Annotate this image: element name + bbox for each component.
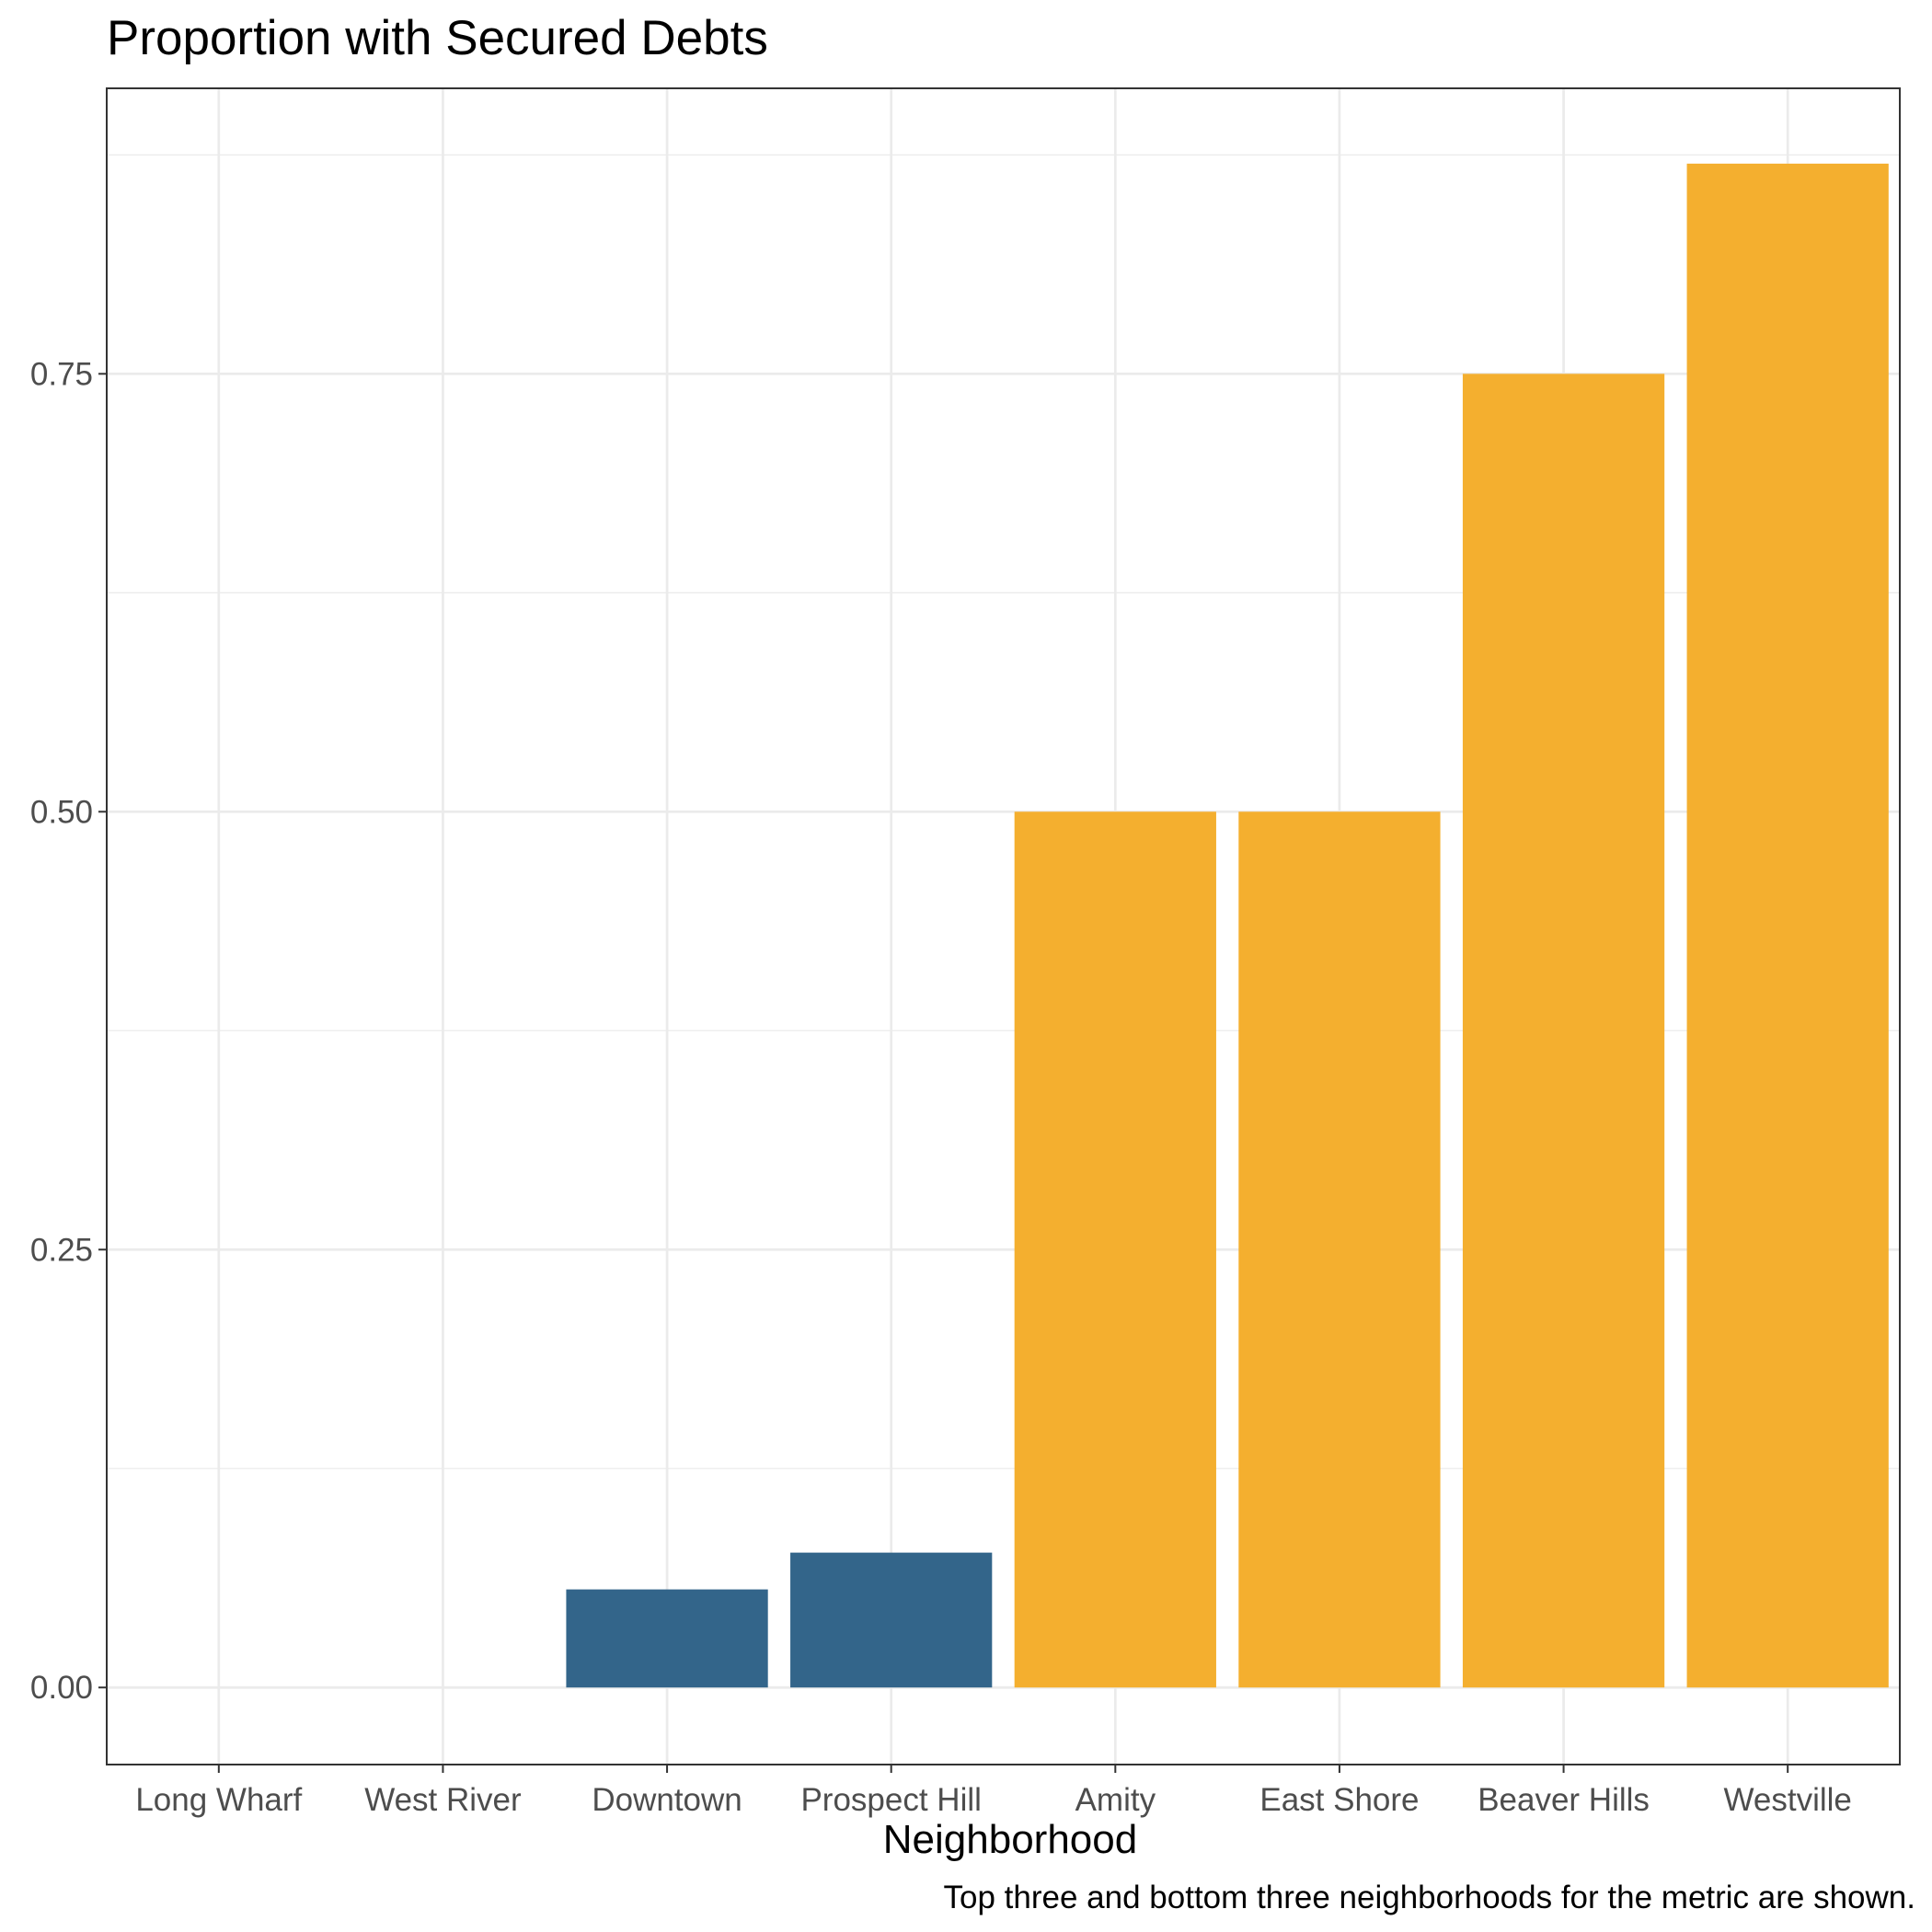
y-tick-label: 0.00 — [30, 1670, 93, 1706]
x-tick-label: Amity — [1075, 1782, 1156, 1818]
bar-downtown — [566, 1589, 768, 1688]
chart-caption: Top three and bottom three neighborhoods… — [944, 1880, 1915, 1915]
x-tick-label: Westville — [1723, 1782, 1851, 1818]
plot-border — [106, 87, 1901, 1765]
x-tick-label: Prospect Hill — [800, 1782, 981, 1818]
bar-prospect-hill — [790, 1552, 993, 1688]
x-tick-label: Long Wharf — [135, 1782, 302, 1818]
y-tick-label: 0.75 — [30, 356, 93, 392]
x-tick-label: East Shore — [1259, 1782, 1419, 1818]
y-tick-label: 0.25 — [30, 1232, 93, 1268]
y-tick-label: 0.50 — [30, 794, 93, 830]
x-axis: Long Wharf West River Downtown Prospect Hil… — [135, 1765, 1852, 1818]
bar-amity — [1014, 811, 1216, 1688]
bar-westville — [1686, 163, 1889, 1688]
chart-title: Proportion with Secured Debts — [107, 11, 768, 65]
bar-east-shore — [1238, 811, 1441, 1688]
x-tick-label: Beaver Hills — [1478, 1782, 1650, 1818]
x-axis-title: Neighborhood — [883, 1817, 1137, 1862]
x-tick-label: West River — [364, 1782, 522, 1818]
bars — [566, 163, 1889, 1688]
y-axis: 0.00 0.25 0.50 0.75 — [30, 356, 107, 1706]
x-tick-label: Downtown — [592, 1782, 742, 1818]
bar-beaver-hills — [1462, 374, 1665, 1688]
